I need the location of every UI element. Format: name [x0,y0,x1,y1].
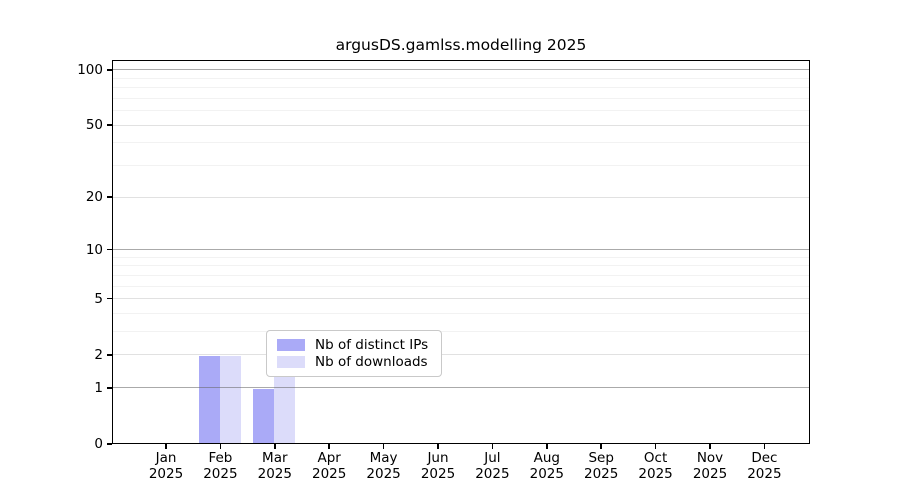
gridline [113,97,809,99]
x-axis-tick-label: Sep 2025 [584,450,619,482]
gridline [113,387,809,389]
legend-label-downloads: Nb of downloads [315,354,428,370]
gridline [113,249,809,251]
x-axis-tick-label: Mar 2025 [257,450,292,482]
gridline [113,354,809,356]
y-axis-tick [107,124,112,126]
x-axis-tick [709,444,711,449]
gridline [113,285,809,287]
x-axis-tick [437,444,439,449]
x-axis-tick [491,444,494,449]
gridline [113,69,809,71]
y-axis-tick-label: 5 [94,290,103,307]
bar-distinct-ips [198,355,220,444]
y-axis-tick [107,297,112,300]
x-axis-tick-label: May 2025 [366,450,401,482]
gridline [113,256,809,258]
gridline [113,124,809,126]
legend-row: Nb of distinct IPs [277,337,431,353]
chart-title: argusDS.gamlss.modelling 2025 [335,36,587,54]
legend-label-distinct-ips: Nb of distinct IPs [315,337,429,353]
gridline [113,274,809,276]
gridline [113,313,809,314]
gridline [113,196,809,198]
y-axis-tick-label: 20 [85,189,103,206]
gridline [113,331,809,333]
y-axis-tick-label: 2 [94,346,103,363]
gridline [113,165,809,167]
x-axis-tick-label: Jun 2025 [420,450,456,482]
y-axis-tick-label: 50 [85,117,103,134]
x-axis-tick [546,444,548,449]
y-axis-tick-label: 100 [77,61,103,78]
y-axis-tick [107,196,112,198]
legend-row: Nb of downloads [277,354,431,370]
x-axis-tick-label: Aug 2025 [529,450,564,482]
y-axis-tick-label: 0 [94,436,103,452]
x-axis-tick-label: Oct 2025 [638,450,673,482]
bar-downloads [219,355,241,444]
gridline [113,142,809,144]
y-axis-tick-label: 10 [85,241,103,258]
legend-swatch-downloads [277,356,305,368]
x-axis-tick [165,444,167,449]
gridline [113,77,809,79]
gridline [113,110,809,112]
x-axis-tick [600,444,602,449]
bar-distinct-ips [253,388,275,444]
x-axis-tick [219,444,222,449]
bar-downloads [274,355,296,444]
x-axis-tick [763,444,766,449]
y-axis-tick [107,354,112,356]
y-axis-tick [107,387,112,389]
x-axis-tick-label: Jan 2025 [148,450,184,482]
gridline [113,87,809,89]
legend-swatch-distinct-ips [277,339,305,351]
gridline [113,265,809,267]
y-axis-tick [107,69,112,71]
x-axis-tick-label: Feb 2025 [203,450,238,482]
y-axis-tick [107,443,112,445]
legend: Nb of distinct IPs Nb of downloads [266,330,442,377]
x-axis-tick [382,444,385,449]
x-axis-tick [328,444,330,449]
x-axis-tick-label: Dec 2025 [747,450,782,482]
y-axis-tick [107,248,112,251]
gridline [113,298,809,300]
plot-area [112,60,810,444]
x-axis-tick-label: Nov 2025 [692,450,728,482]
x-axis-tick [274,444,276,449]
x-axis-tick [654,444,657,449]
y-axis-tick-label: 1 [94,379,103,396]
x-axis-tick-label: Jul 2025 [475,450,510,482]
x-axis-tick-label: Apr 2025 [312,450,347,482]
